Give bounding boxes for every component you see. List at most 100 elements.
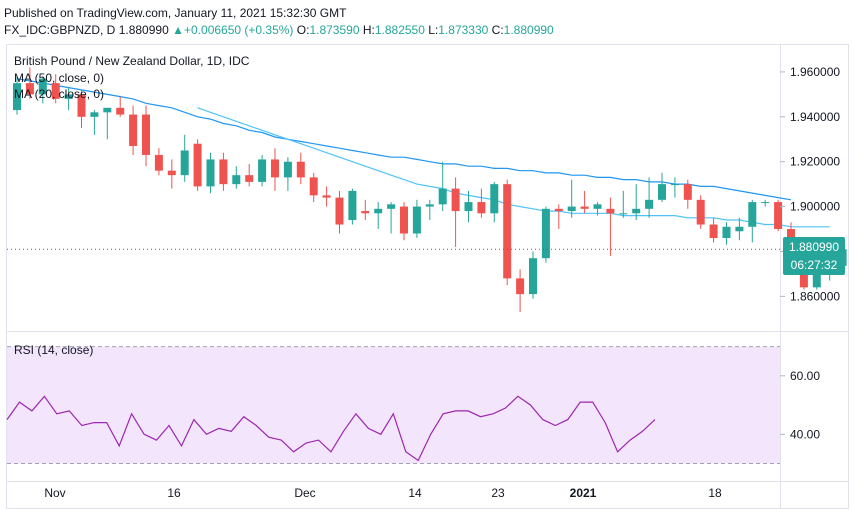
candle [13, 76, 21, 115]
chart-frame [6, 44, 849, 509]
candle-body [103, 107, 112, 113]
close-value: 1.880990 [503, 23, 554, 37]
price-tick-label: 1.960000 [790, 65, 840, 79]
candle-body [322, 195, 331, 198]
candle [735, 217, 744, 241]
symbol-summary: FX_IDC:GBPNZD, D 1.880990 ▲+0.006650 (+0… [4, 23, 554, 37]
candle-body [154, 154, 163, 171]
last-value: 1.880990 [118, 23, 169, 37]
time-tick-label: 14 [408, 486, 422, 500]
candle [632, 184, 641, 221]
candle-body [619, 213, 628, 215]
close-label: C: [491, 23, 504, 37]
symbol-label: FX_IDC:GBPNZD, D [4, 23, 116, 37]
candle-body [13, 83, 21, 111]
candle-body [180, 150, 189, 176]
high-label: H: [362, 23, 375, 37]
candle-body [567, 206, 576, 212]
published-text: Published on TradingView.com, January 11… [4, 6, 347, 20]
candle [477, 188, 486, 218]
candle [322, 186, 331, 207]
candle-body [709, 224, 718, 238]
candle [670, 177, 679, 198]
candle [129, 105, 138, 155]
candle [103, 107, 112, 140]
candle [516, 269, 525, 313]
candle-body [541, 208, 550, 259]
candle-body [142, 114, 150, 155]
candle-body [77, 94, 86, 117]
candle-body [451, 188, 460, 212]
candle [451, 177, 460, 247]
candle [90, 110, 99, 135]
chart-title: British Pound / New Zealand Dollar, 1D, … [14, 54, 250, 68]
candle-body [593, 204, 602, 209]
candle-body [245, 175, 254, 182]
candle-body [606, 208, 615, 214]
legend-ma50[interactable]: MA (50, close, 0) [14, 71, 105, 85]
candle-body [348, 190, 357, 221]
candle-body [632, 208, 641, 214]
candle-body [335, 197, 344, 225]
candle [696, 195, 705, 230]
candle [490, 181, 499, 223]
candle-body [129, 114, 138, 146]
candle-body [64, 94, 73, 99]
rsi-tick-label: 40.00 [790, 427, 820, 441]
candle-body [25, 83, 34, 95]
candle [283, 157, 292, 191]
time-tick-label: Dec [294, 486, 315, 500]
candle [77, 89, 86, 129]
candle [774, 199, 783, 232]
time-tick-label: 18 [708, 486, 722, 500]
legend-rsi[interactable]: RSI (14, close) [14, 343, 94, 357]
candle [193, 139, 202, 191]
candle-body [683, 184, 692, 200]
candle-body [735, 226, 744, 232]
candle [400, 202, 408, 241]
price-tick-label: 1.900000 [790, 200, 840, 214]
low-value: 1.873330 [438, 23, 489, 37]
rsi-axis: 40.00 60.00 [780, 369, 820, 441]
candle-body [438, 188, 447, 205]
candle-body [400, 206, 408, 234]
candle-body [38, 78, 47, 95]
candle [296, 152, 305, 185]
candle [748, 199, 757, 243]
candle-body [51, 83, 60, 99]
low-label: L: [428, 23, 439, 37]
time-tick-label: 23 [491, 486, 505, 500]
price-tick-label: 1.860000 [790, 289, 840, 303]
candle [683, 179, 692, 209]
candle [116, 96, 125, 117]
candle-body [761, 202, 770, 204]
candle [554, 204, 563, 230]
candle [722, 222, 731, 245]
time-tick-label: 2021 [570, 486, 597, 500]
candle-body [722, 226, 731, 238]
up-arrow-icon: ▲ [172, 23, 184, 37]
candle-body [116, 107, 125, 115]
candle-body [90, 112, 99, 117]
candle [361, 199, 370, 221]
candle-body [529, 258, 537, 295]
candle-body [580, 206, 589, 209]
candle-body [271, 159, 279, 178]
candle [619, 190, 628, 218]
candle-body [193, 143, 202, 187]
rsi-series [6, 395, 656, 462]
candle [309, 172, 318, 203]
candle [271, 148, 279, 191]
legend-ma20[interactable]: MA (20, close, 0) [14, 87, 105, 101]
candle [38, 76, 47, 104]
candle [142, 105, 150, 167]
candle [387, 202, 396, 234]
candle [25, 67, 34, 99]
candle [541, 206, 550, 263]
candles [13, 67, 847, 313]
candle-body [748, 202, 757, 227]
last-price-label [783, 237, 845, 275]
candle [761, 199, 770, 207]
candle [709, 217, 718, 243]
